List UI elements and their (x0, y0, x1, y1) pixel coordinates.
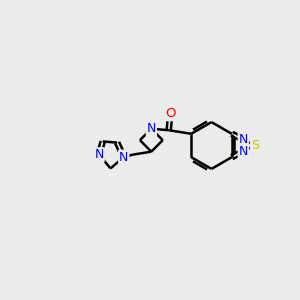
Text: S: S (251, 139, 259, 152)
Text: N: N (147, 122, 156, 135)
Text: N: N (94, 148, 104, 161)
Text: O: O (165, 107, 175, 120)
Text: N: N (238, 145, 248, 158)
Text: N: N (119, 151, 128, 164)
Text: N: N (238, 133, 248, 146)
